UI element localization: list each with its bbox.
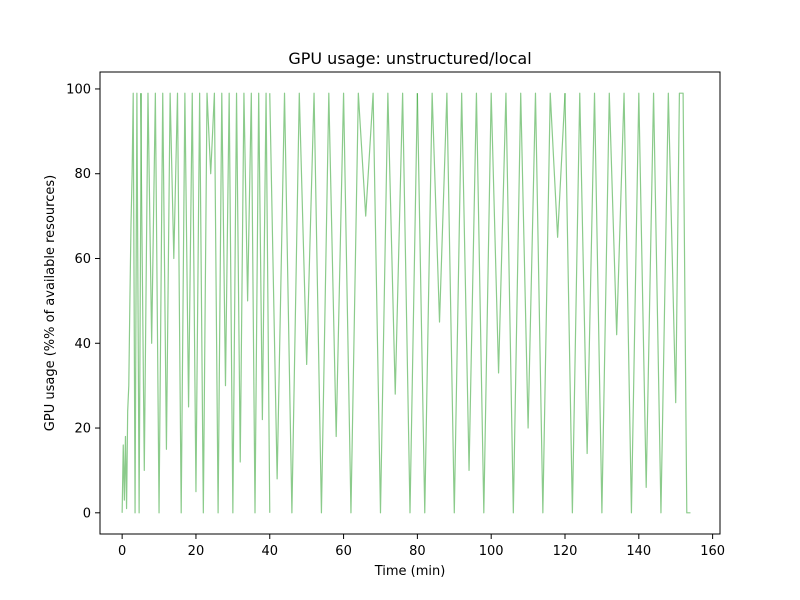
x-tick-label: 80 (409, 544, 426, 559)
y-axis-label: GPU usage (%% of available resources) (43, 175, 58, 431)
x-tick-label: 160 (700, 544, 725, 559)
y-tick-label: 100 (66, 82, 91, 97)
y-tick-label: 80 (74, 167, 91, 182)
x-tick-label: 0 (118, 544, 126, 559)
x-tick-label: 140 (626, 544, 651, 559)
series-line-3 (269, 92, 418, 514)
x-axis-label: Time (min) (374, 564, 446, 579)
series-line-4 (416, 92, 566, 514)
series-line-2 (140, 92, 271, 514)
chart-title: GPU usage: unstructured/local (288, 49, 531, 68)
y-axis-ticks: 0 20 40 60 80 100 (66, 82, 100, 521)
series-layer (121, 92, 691, 514)
y-tick-label: 40 (74, 337, 91, 352)
x-tick-label: 20 (188, 544, 205, 559)
y-tick-label: 60 (74, 252, 91, 267)
y-tick-label: 20 (74, 422, 91, 437)
y-tick-label: 0 (83, 506, 91, 521)
x-tick-label: 120 (553, 544, 578, 559)
x-tick-label: 100 (479, 544, 504, 559)
series-line-1 (121, 92, 142, 514)
x-tick-label: 60 (335, 544, 352, 559)
series-line-5 (564, 92, 691, 514)
x-axis-ticks: 0 20 40 60 80 100 120 140 160 (118, 534, 725, 559)
plot-data-group (121, 92, 691, 514)
plot-frame (99, 71, 721, 535)
x-tick-label: 40 (261, 544, 278, 559)
